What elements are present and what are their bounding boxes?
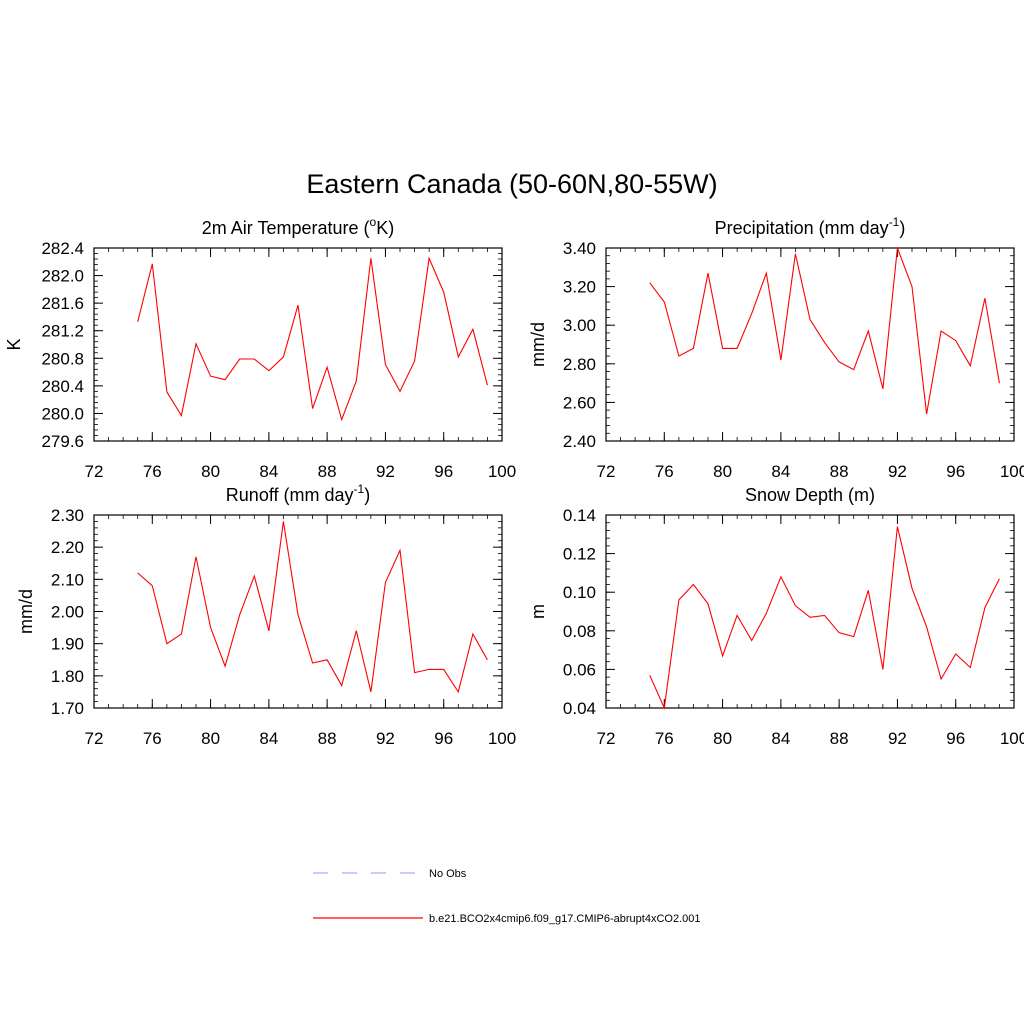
y-tick-label: 0.14	[563, 506, 596, 525]
y-tick-label: 3.20	[563, 278, 596, 297]
y-axis-label: m	[528, 604, 548, 619]
panel-title-main: Snow Depth (m)	[745, 485, 875, 505]
x-tick-label: 88	[830, 729, 849, 748]
legend-model-label: b.e21.BCO2x4cmip6.f09_g17.CMIP6-abrupt4x…	[429, 913, 701, 925]
x-tick-label: 84	[259, 462, 278, 481]
series-line	[137, 521, 488, 694]
figure-title: Eastern Canada (50-60N,80-55W)	[306, 169, 717, 199]
x-tick-label: 72	[597, 462, 616, 481]
x-tick-label: 80	[201, 462, 220, 481]
y-tick-label: 1.80	[51, 667, 84, 686]
y-tick-label: 282.0	[41, 267, 84, 286]
panel-title-main: Runoff (mm day	[226, 485, 354, 505]
y-axis-label: mm/d	[16, 589, 36, 634]
y-tick-label: 2.30	[51, 506, 84, 525]
legend-obs-label: No Obs	[429, 868, 467, 880]
panel-title-end: )	[364, 485, 370, 505]
panel-precip: 72 76 80 84 88 92 96 100 2.40 2.60 2.80 3.00 3.20 3.4…	[528, 215, 1024, 481]
x-tick-label: 88	[830, 462, 849, 481]
y-tick-label: 280.8	[41, 349, 84, 368]
x-tick-label: 80	[201, 729, 220, 748]
panel-runoff: 72 76 80 84 88 92 96 100 1.70 1.80 1.90 2.00 2.10 2.2…	[16, 482, 516, 748]
panel-snow: 72 76 80 84 88 92 96 100 0.04 0.06 0.08 0.10 0.12 0.1…	[528, 485, 1024, 748]
panel-title-superscript: -1	[889, 215, 900, 229]
y-tick-label: 280.4	[41, 377, 84, 396]
x-tick-label: 100	[488, 729, 516, 748]
y-tick-label: 0.08	[563, 622, 596, 641]
x-tick-label: 80	[713, 462, 732, 481]
x-tick-label: 76	[655, 729, 674, 748]
series-line	[137, 256, 488, 422]
x-tick-label: 84	[259, 729, 278, 748]
y-tick-label: 0.04	[563, 699, 596, 718]
series-line	[649, 526, 1000, 710]
y-tick-label: 2.00	[51, 603, 84, 622]
panel-title-main: 2m Air Temperature (	[202, 218, 370, 238]
y-tick-label: 1.90	[51, 635, 84, 654]
panel-title-superscript: o	[370, 215, 377, 229]
y-tick-label: 2.60	[563, 393, 596, 412]
y-tick-label: 3.00	[563, 316, 596, 335]
x-tick-label: 92	[888, 729, 907, 748]
y-tick-label: 281.2	[41, 322, 84, 341]
x-tick-label: 92	[376, 462, 395, 481]
x-tick-label: 96	[434, 462, 453, 481]
y-tick-label: 282.4	[41, 239, 84, 258]
y-tick-label: 280.0	[41, 404, 84, 423]
x-tick-label: 72	[597, 729, 616, 748]
panel-title: Precipitation (mm day-1)	[715, 215, 906, 238]
x-tick-label: 88	[318, 462, 337, 481]
x-tick-label: 84	[771, 462, 790, 481]
legend: No Obs b.e21.BCO2x4cmip6.f09_g17.CMIP6-a…	[313, 868, 701, 925]
x-tick-label: 76	[143, 729, 162, 748]
y-tick-label: 279.6	[41, 432, 84, 451]
panel-title: Snow Depth (m)	[745, 485, 875, 505]
x-tick-label: 100	[1000, 462, 1024, 481]
x-tick-label: 76	[143, 462, 162, 481]
y-axis-label: mm/d	[528, 322, 548, 367]
x-tick-label: 88	[318, 729, 337, 748]
panel-temp: 72 76 80 84 88 92 96 100 279.6 280.0 280.4 280.8 281…	[4, 215, 516, 481]
x-tick-label: 80	[713, 729, 732, 748]
y-tick-label: 2.40	[563, 432, 596, 451]
x-tick-label: 76	[655, 462, 674, 481]
x-tick-label: 72	[85, 462, 104, 481]
panel-title-main: Precipitation (mm day	[715, 218, 889, 238]
x-tick-label: 96	[434, 729, 453, 748]
y-tick-label: 0.12	[563, 545, 596, 564]
panel-title-end: K)	[376, 218, 394, 238]
x-tick-label: 96	[946, 729, 965, 748]
y-tick-label: 0.10	[563, 583, 596, 602]
y-tick-label: 1.70	[51, 699, 84, 718]
y-tick-label: 2.10	[51, 570, 84, 589]
y-tick-label: 281.6	[41, 294, 84, 313]
series-line	[649, 247, 1000, 415]
y-tick-label: 0.06	[563, 660, 596, 679]
x-tick-label: 92	[376, 729, 395, 748]
y-tick-label: 2.20	[51, 538, 84, 557]
x-tick-label: 84	[771, 729, 790, 748]
x-tick-label: 100	[488, 462, 516, 481]
x-tick-label: 92	[888, 462, 907, 481]
panel-title-end: )	[899, 218, 905, 238]
y-tick-label: 3.40	[563, 239, 596, 258]
panel-title: Runoff (mm day-1)	[226, 482, 370, 505]
x-tick-label: 72	[85, 729, 104, 748]
x-tick-label: 96	[946, 462, 965, 481]
panel-title-superscript: -1	[354, 482, 365, 496]
y-tick-label: 2.80	[563, 355, 596, 374]
x-tick-label: 100	[1000, 729, 1024, 748]
panel-title: 2m Air Temperature (oK)	[202, 215, 394, 238]
y-axis-label: K	[4, 338, 24, 350]
